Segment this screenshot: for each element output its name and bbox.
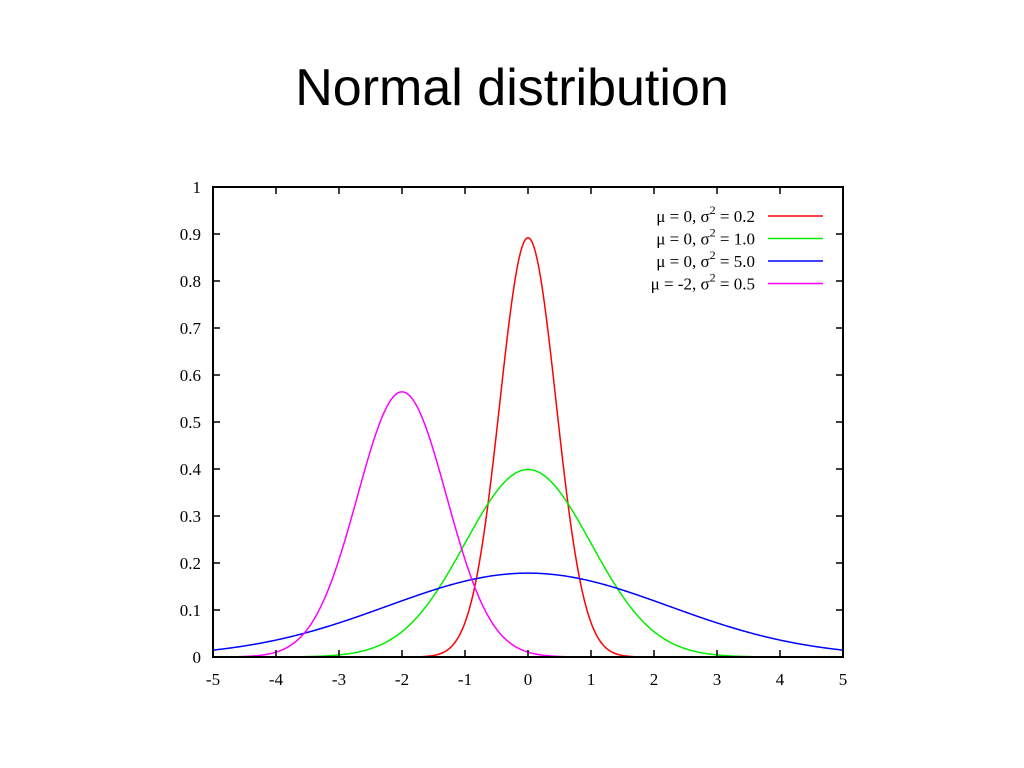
y-tick-label: 0.3 [180,507,201,526]
y-tick-label: 0.7 [180,319,202,338]
x-tick-label: -5 [206,670,220,689]
legend-sigma: σ [700,207,709,226]
y-tick-label: 0.4 [180,460,202,479]
legend-sigma: σ [700,230,709,249]
legend-sigma: σ [700,252,709,271]
x-tick-label: 3 [713,670,722,689]
y-tick-label: 0.8 [180,272,201,291]
x-tick-label: -1 [458,670,472,689]
legend-value: = 1.0 [716,230,755,249]
legend: μ = 0, σ2 = 0.2μ = 0, σ2 = 1.0μ = 0, σ2 … [651,203,823,294]
legend-mu: μ = 0, [656,207,696,226]
x-tick-label: 4 [776,670,785,689]
y-tick-label: 0.5 [180,413,201,432]
x-tick-label: 1 [587,670,596,689]
x-tick-label: 5 [839,670,848,689]
x-tick-label: -2 [395,670,409,689]
legend-label-0: μ = 0, σ2 = 0.2 [656,203,755,226]
legend-sigma: σ [700,275,709,294]
legend-value: = 0.5 [716,275,755,294]
y-tick-label: 0.2 [180,554,201,573]
legend-sup: 2 [710,271,716,285]
slide-title: Normal distribution [295,59,729,117]
legend-mu: μ = -2, [651,275,697,294]
y-tick-label: 0.1 [180,601,201,620]
series-2-curve [212,572,844,651]
series-0-curve [213,236,843,658]
y-tick-label: 0.6 [180,366,201,385]
legend-sup: 2 [710,248,716,262]
x-tick-label: -3 [332,670,346,689]
legend-sup: 2 [710,226,716,240]
y-tick-label: 0.9 [180,225,201,244]
legend-sup: 2 [710,203,716,217]
ticks-layer: -5 -4 -3 -2 -1 0 1 2 3 4 5 0 0.1 0.2 0.3 0.4 0.5 0.6 0.7 0.… [180,178,848,689]
curves-layer [212,236,844,658]
y-tick-label: 0 [193,648,202,667]
legend-mu: μ = 0, [656,252,696,271]
x-tick-label: 0 [524,670,533,689]
legend-value: = 5.0 [716,252,755,271]
legend-label-3: μ = -2, σ2 = 0.5 [651,271,755,294]
x-tick-label: 2 [650,670,659,689]
series-3-curve [212,391,843,658]
x-tick-label: -4 [269,670,284,689]
legend-label-2: μ = 0, σ2 = 5.0 [656,248,755,271]
legend-label-1: μ = 0, σ2 = 1.0 [656,226,755,249]
y-tick-label: 1 [193,178,202,197]
legend-mu: μ = 0, [656,230,696,249]
legend-value: = 0.2 [716,207,755,226]
